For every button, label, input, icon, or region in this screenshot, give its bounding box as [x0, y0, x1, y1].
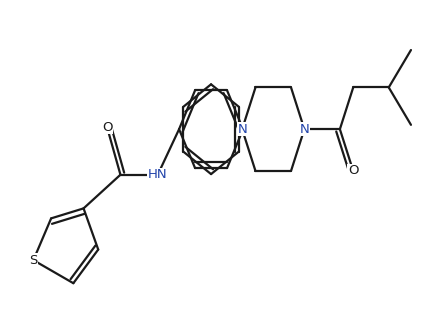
Text: HN: HN [148, 168, 168, 181]
Text: O: O [348, 164, 358, 178]
Text: O: O [102, 121, 112, 134]
Text: N: N [237, 123, 247, 136]
Text: S: S [29, 254, 38, 267]
Text: N: N [299, 123, 309, 136]
